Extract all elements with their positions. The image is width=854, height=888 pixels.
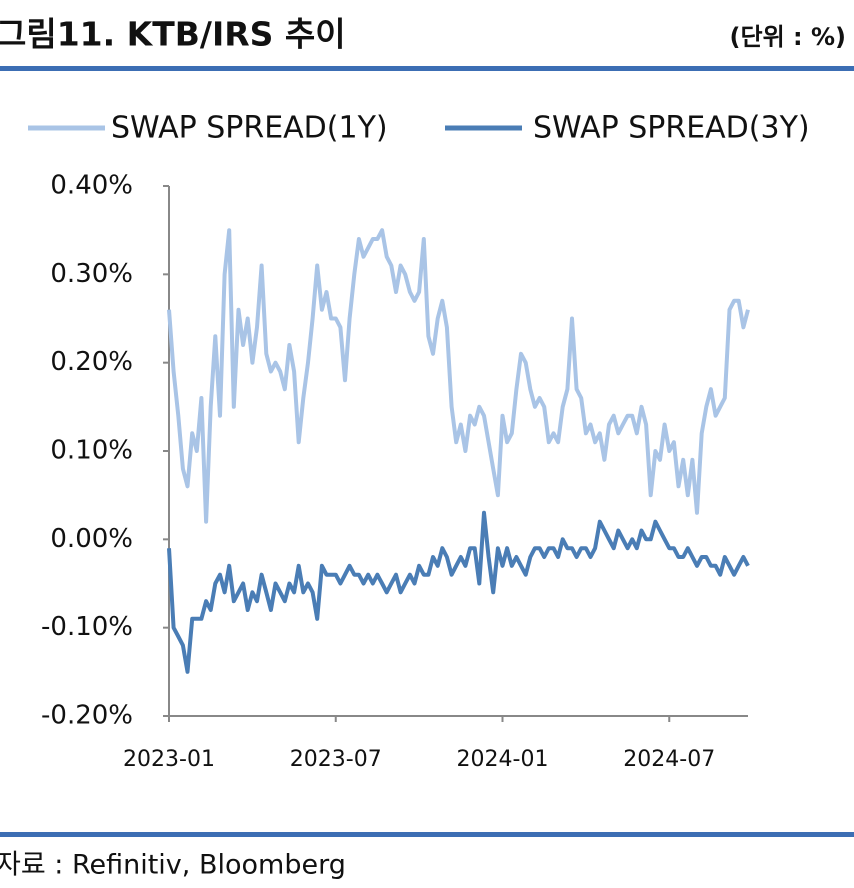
series-line xyxy=(167,510,750,674)
y-tick-label: -0.10% xyxy=(41,612,133,642)
source-note: 자료 : Refinitiv, Bloomberg xyxy=(0,850,346,881)
y-tick-label: 0.00% xyxy=(50,524,133,554)
series-line xyxy=(167,228,750,524)
x-tick-label: 2023-07 xyxy=(290,747,382,772)
x-tick-label: 2024-07 xyxy=(623,747,715,772)
y-tick-label: 0.20% xyxy=(50,347,133,377)
footer-rule xyxy=(0,832,854,837)
legend-label: SWAP SPREAD(1Y) xyxy=(111,111,388,146)
y-tick-label: 0.10% xyxy=(50,436,133,466)
y-tick-label: 0.30% xyxy=(50,259,133,289)
y-tick-label: 0.40% xyxy=(50,171,133,201)
legend-label: SWAP SPREAD(3Y) xyxy=(533,111,810,146)
unit-note: (단위 : %) xyxy=(730,23,846,51)
x-tick-label: 2024-01 xyxy=(457,747,549,772)
chart-title: 그림11. KTB/IRS 추이 xyxy=(0,15,346,54)
y-tick-label: -0.20% xyxy=(41,701,133,731)
x-tick-label: 2023-01 xyxy=(123,747,215,772)
header-rule xyxy=(0,66,854,71)
